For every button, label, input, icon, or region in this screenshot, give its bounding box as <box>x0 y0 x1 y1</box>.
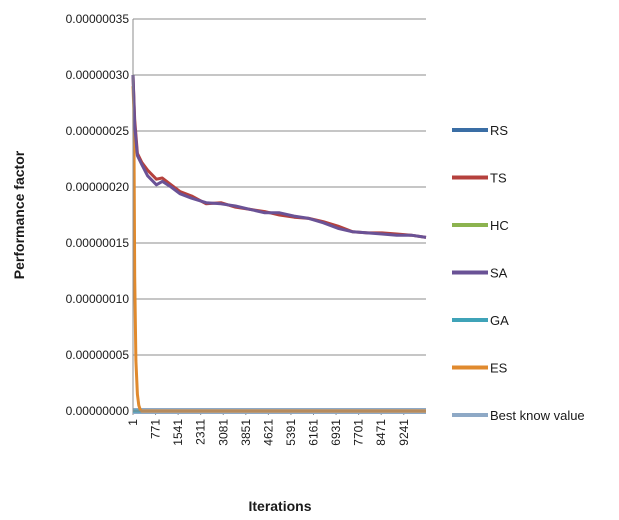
legend-label-rs: RS <box>490 123 508 138</box>
legend-label-best-know-value: Best know value <box>490 408 585 423</box>
y-tick-label: 0.00000010 <box>66 292 130 306</box>
x-axis-ticks: 1 771 1541 2311 3081 3851 4621 5391 6161 6931 7701… <box>126 411 411 446</box>
x-tick-label: 5391 <box>284 419 298 446</box>
y-axis-ticks: 0.00000000 0.00000005 0.00000010 0.00000015… <box>66 12 130 418</box>
y-tick-label: 0.00000000 <box>66 404 130 418</box>
legend-label-hc: HC <box>490 218 509 233</box>
x-tick-label: 2311 <box>194 419 208 445</box>
series-line-sa <box>131 74 427 239</box>
x-tick-label: 1 <box>126 419 140 426</box>
y-tick-label: 0.00000015 <box>66 236 130 250</box>
series-line-es <box>131 86 426 413</box>
y-tick-label: 0.00000005 <box>66 348 130 362</box>
x-tick-label: 3851 <box>239 419 253 446</box>
legend-label-sa: SA <box>490 266 508 281</box>
x-tick-label: 6161 <box>307 419 321 446</box>
legend-label-ts: TS <box>490 171 507 186</box>
x-tick-label: 3081 <box>216 419 230 446</box>
legend: RS TS HC SA GA ES Best know value <box>452 123 585 423</box>
x-tick-label: 9241 <box>397 419 411 446</box>
x-tick-label: 4621 <box>261 419 275 446</box>
y-tick-label: 0.00000025 <box>66 124 130 138</box>
gridlines <box>133 18 426 412</box>
y-tick-label: 0.00000030 <box>66 68 130 82</box>
y-tick-label: 0.00000035 <box>66 12 130 26</box>
x-axis-title: Iterations <box>248 498 311 514</box>
x-tick-label: 1541 <box>171 419 185 446</box>
x-tick-label: 6931 <box>329 419 343 446</box>
x-tick-label: 8471 <box>374 419 388 446</box>
x-tick-label: 771 <box>149 419 163 439</box>
x-tick-label: 7701 <box>352 419 366 446</box>
legend-label-es: ES <box>490 361 508 376</box>
legend-label-ga: GA <box>490 313 509 328</box>
y-tick-label: 0.00000020 <box>66 180 130 194</box>
y-axis-title: Performance factor <box>11 150 27 279</box>
